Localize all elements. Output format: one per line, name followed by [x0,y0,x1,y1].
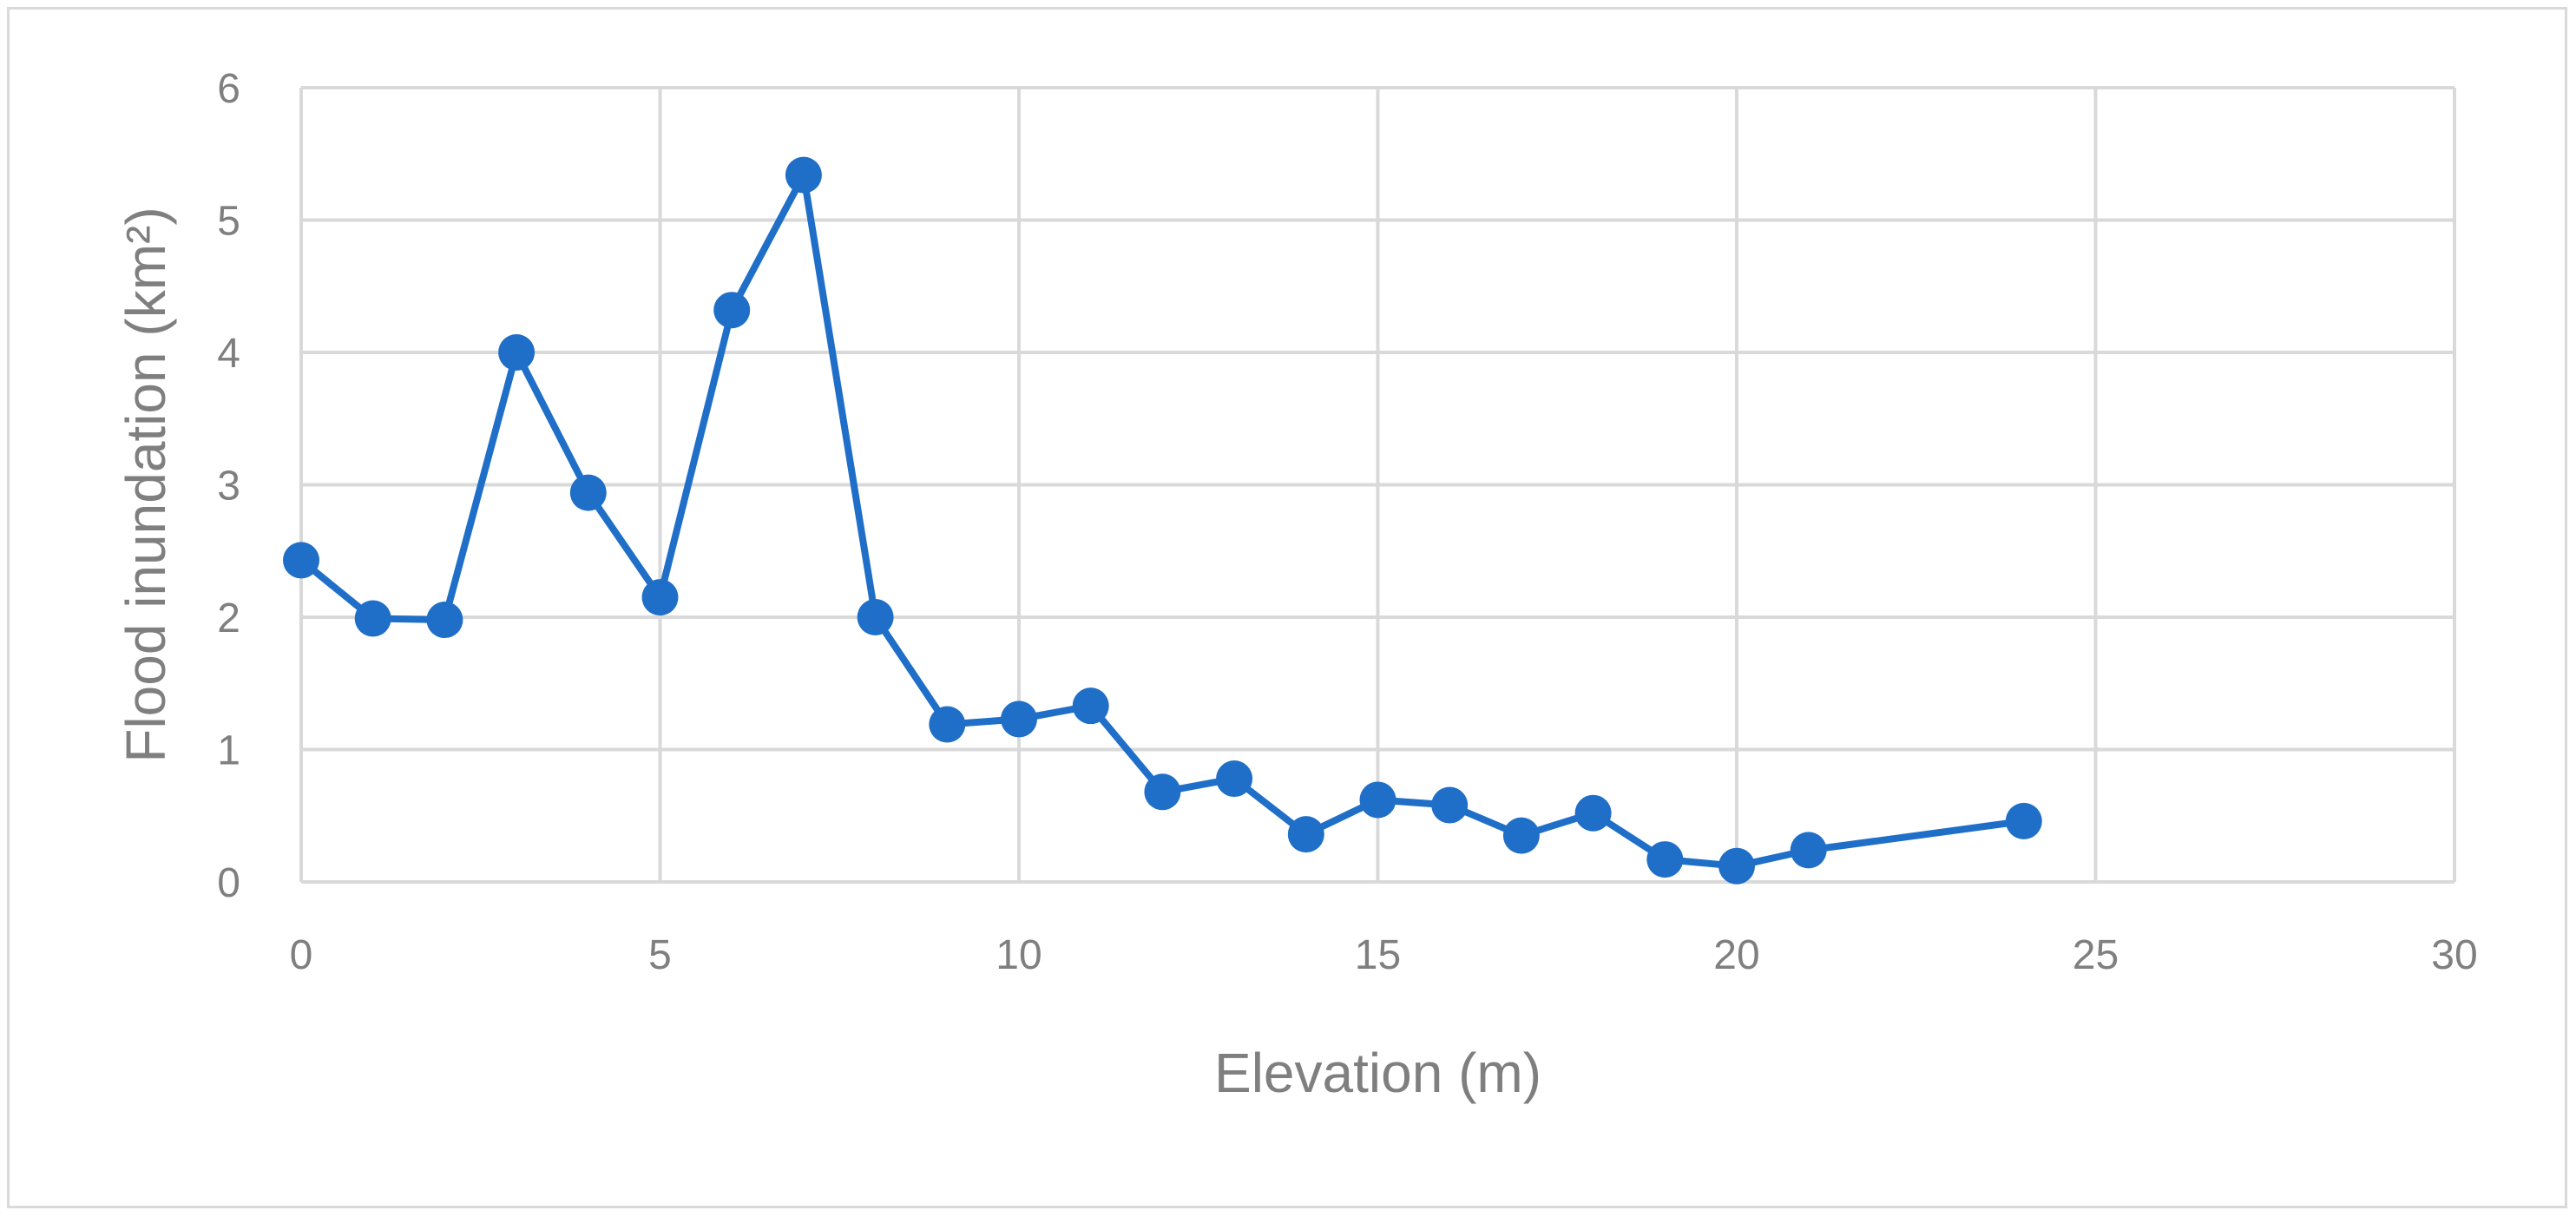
data-point [1574,794,1612,832]
data-point [426,602,463,639]
data-point [1072,687,1109,725]
x-axis-title: Elevation (m) [1214,1042,1541,1104]
data-point [1646,841,1684,878]
data-point [857,599,894,635]
x-tick-label: 25 [2073,932,2119,978]
data-point [498,334,536,371]
data-point [713,292,751,329]
gridlines [299,86,2456,884]
y-tick-label: 2 [217,595,240,641]
y-tick-label: 5 [217,199,240,245]
series-line [298,171,2027,870]
y-tick-label: 6 [217,66,240,112]
tick-labels: 0 1 2 3 4 5 6 0 5 10 15 20 25 30 [217,66,2477,978]
data-point [1144,773,1181,811]
x-tick-label: 15 [1355,932,1401,978]
data-point [569,474,607,511]
data-point [1001,701,1037,738]
data-point [1216,760,1253,798]
data-point [929,706,966,743]
x-tick-label: 10 [996,932,1042,978]
data-series [283,156,2042,885]
data-point [1359,781,1396,819]
data-point [1502,817,1540,854]
x-tick-label: 0 [290,932,313,978]
data-point [785,156,822,194]
y-tick-label: 3 [217,464,240,510]
data-point [1790,832,1827,869]
data-point [641,579,679,616]
x-tick-label: 30 [2431,932,2477,978]
data-point [1718,847,1755,885]
x-tick-label: 5 [648,932,672,978]
y-tick-label: 0 [217,860,240,906]
data-point [2005,802,2042,839]
data-point [1287,816,1324,853]
data-point [1431,786,1469,824]
x-tick-label: 20 [1713,932,1759,978]
data-point [283,542,319,579]
data-point [354,600,391,637]
y-axis-title: Flood inundation (km²) [115,207,177,762]
y-tick-label: 1 [217,728,240,774]
y-tick-label: 4 [217,331,240,377]
